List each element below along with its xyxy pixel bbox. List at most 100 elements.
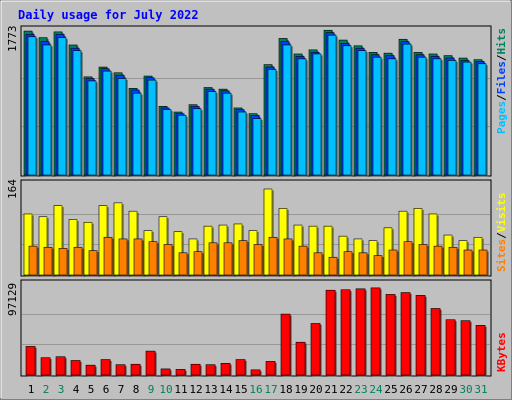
pages-bar-face [387,58,397,176]
kbytes-bar-face [145,350,156,376]
kbytes-bar [130,363,142,377]
sites-bar [28,245,39,277]
kbytes-bar-face [85,364,96,376]
legend-files: Files [495,61,508,94]
kbytes-bar-face [445,319,456,376]
pages-bar-face [297,58,307,176]
pages-bar [162,109,173,177]
kbytes-bar [175,369,187,377]
kbytes-bar [235,359,247,377]
kbytes-bar-face [295,341,306,376]
kbytes-bar-face [325,289,336,376]
kbytes-bar-face [205,364,216,376]
pages-bar-face [432,58,442,176]
pages-bar-face [27,36,37,176]
sites-bar-face [253,244,263,276]
sites-bar-face [178,252,188,276]
kbytes-bar [340,289,352,377]
kbytes-bar [310,323,322,377]
kbytes-bar-face [370,287,381,376]
legend-visits: Visits [495,193,508,233]
pages-bar [177,114,188,177]
kbytes-bar-face [280,313,291,376]
pages-bar-face [207,91,217,176]
day-label: 3 [58,383,65,396]
day-label: 31 [474,383,487,396]
day-label: 28 [429,383,442,396]
kbytes-bar [205,364,217,377]
sites-bar-face [298,245,308,276]
sites-bar-face [433,245,443,276]
pages-bar [432,58,443,177]
pages-bar [297,58,308,177]
kbytes-bar [250,369,262,377]
day-label: 21 [324,383,337,396]
kbytes-bar-face [250,369,261,376]
day-label: 7 [118,383,125,396]
kbytes-panel-legend: KBytes [495,332,508,372]
pages-bar-face [57,37,67,176]
kbytes-bar-face [175,369,186,376]
pages-bar-face [342,45,352,176]
sites-bar [238,240,249,277]
kbytes-bar [355,288,367,377]
kbytes-bar [295,341,307,377]
pages-bar-face [42,44,52,176]
sites-bar [208,242,219,277]
day-label: 9 [148,383,155,396]
sites-bar [118,238,129,277]
day-label: 25 [384,383,397,396]
sites-bar-face [88,250,98,276]
kbytes-bar [400,292,412,377]
day-label: 30 [459,383,472,396]
x-axis-day-labels: 1 2 3 4 5 6 7 8 9 10 11 12 13 14 15 16 17 18 19 20 21 22 23 24 2… [28,383,488,396]
pages-bar [417,56,428,177]
day-label: 22 [339,383,352,396]
kbytes-bar [115,364,127,377]
pages-bar-face [417,56,427,176]
sites-bar [418,244,429,277]
sites-bar [388,249,399,277]
kbytes-bar [445,319,457,377]
kbytes-bar [85,364,97,377]
kbytes-bar [415,295,427,377]
sites-bar [103,236,114,277]
bars-layer [23,29,489,377]
kbytes-bar [100,359,112,377]
day-label: 20 [309,383,322,396]
kbytes-bar [40,357,52,377]
legend-pages: Pages [495,101,508,134]
sites-bar [328,256,339,277]
sites-bar-face [118,238,128,276]
pages-bar [132,92,143,177]
sites-bar-face [268,236,278,276]
kbytes-bar-face [460,320,471,376]
kbytes-bar [475,325,487,377]
kbytes-bar [160,368,172,377]
pages-bar [147,79,158,177]
pages-bar-face [87,80,97,176]
sites-bar [43,246,54,277]
sites-bar-face [478,249,488,276]
kbytes-bar [145,350,157,377]
legend-separator: / [495,94,508,101]
kbytes-bar-face [355,288,366,376]
sites-bar-face [238,240,248,276]
legend-separator: / [495,54,508,61]
pages-bar [72,50,83,177]
day-label: 19 [294,383,307,396]
sites-bar-face [343,251,353,276]
pages-bar-face [357,50,367,176]
sites-bar [433,245,444,277]
kbytes-bar [55,356,67,377]
sites-bar [403,241,414,277]
sites-bar-face [373,255,383,276]
kbytes-bar-face [115,364,126,376]
sites-bar-face [193,251,203,276]
legend-sites: Sites [495,239,508,272]
sites-bar-face [73,246,83,276]
sites-bar [73,246,84,277]
day-label: 16 [249,383,262,396]
sites-bar [358,252,369,277]
